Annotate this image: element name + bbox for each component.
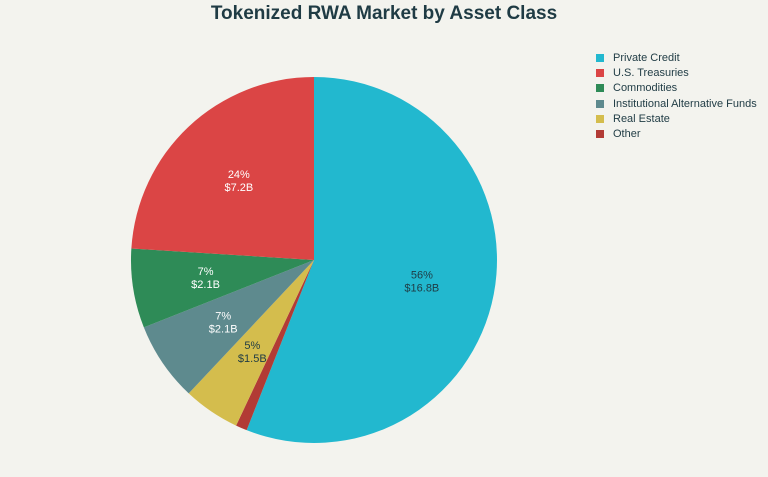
pie-slice: [246, 77, 497, 443]
legend-item[interactable]: Commodities: [596, 81, 757, 96]
pie-slice: [131, 77, 314, 260]
legend-item[interactable]: Private Credit: [596, 50, 757, 65]
legend-label: Real Estate: [613, 112, 670, 125]
slice-value-label: $2.1B: [209, 324, 238, 336]
slice-percent-label: 7%: [215, 311, 231, 323]
legend-swatch: [596, 68, 604, 77]
legend-item[interactable]: U.S. Treasuries: [596, 65, 757, 80]
legend-swatch: [596, 84, 604, 93]
legend-swatch: [596, 114, 604, 123]
legend-item[interactable]: Real Estate: [596, 111, 757, 126]
slice-value-label: $7.2B: [224, 182, 253, 194]
legend-label: U.S. Treasuries: [613, 66, 689, 79]
legend-swatch: [596, 53, 604, 62]
legend-item[interactable]: Other: [596, 126, 757, 141]
chart-title: Tokenized RWA Market by Asset Class: [210, 3, 558, 24]
legend-label: Commodities: [613, 82, 678, 95]
slice-value-label: $16.8B: [404, 283, 439, 295]
legend-label: Institutional Alternative Funds: [613, 97, 757, 110]
pie-slice: [188, 260, 314, 426]
pie-slice: [143, 260, 314, 394]
slice-value-label: $2.1B: [191, 279, 220, 291]
slice-percent-label: 56%: [411, 270, 433, 282]
slice-percent-label: 7%: [198, 266, 214, 278]
legend-label: Private Credit: [613, 51, 680, 64]
legend-label: Other: [613, 128, 641, 141]
legend: Private Credit U.S. Treasuries Commodities…: [596, 50, 757, 142]
pie-slice: [131, 248, 314, 328]
legend-swatch: [596, 99, 604, 108]
slice-percent-label: 24%: [228, 169, 250, 181]
slice-percent-label: 5%: [244, 340, 260, 352]
legend-item[interactable]: Institutional Alternative Funds: [596, 96, 757, 111]
slice-value-label: $1.5B: [238, 353, 267, 365]
legend-swatch: [596, 130, 604, 139]
pie-slice: [236, 260, 314, 431]
